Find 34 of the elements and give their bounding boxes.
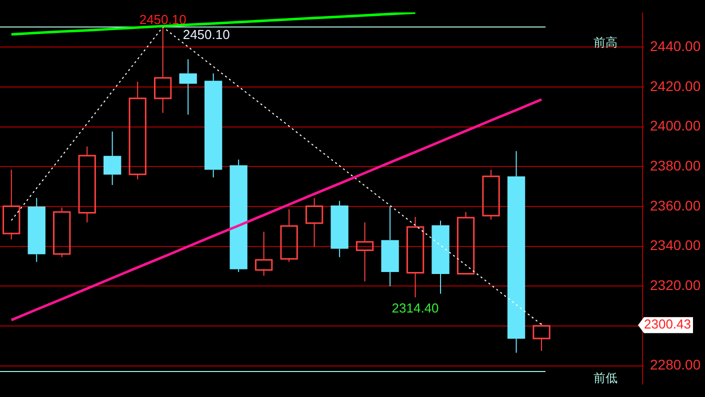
ref-line-label: 前低 <box>594 370 618 385</box>
y-tick-label: 2320.00 <box>650 277 701 294</box>
candlestick <box>254 231 273 276</box>
ref-line-label: 前高 <box>594 35 618 50</box>
candlestick <box>406 216 424 298</box>
candlestick <box>280 208 298 262</box>
y-tick-label: 2400.00 <box>650 118 701 134</box>
annotation: 2450.10 <box>182 27 230 42</box>
annotation: 2314.40 <box>392 300 439 316</box>
candlestick <box>305 198 324 248</box>
y-tick-label: 2420.00 <box>650 78 701 94</box>
candlestick <box>482 169 500 220</box>
candlestick <box>381 206 399 287</box>
candlestick <box>356 222 374 282</box>
candlestick <box>28 197 46 262</box>
candlestick <box>230 159 248 273</box>
candlestick <box>204 72 222 178</box>
text: 2300.43 <box>644 316 691 332</box>
candlestick <box>532 322 550 352</box>
candlestick <box>179 58 197 116</box>
candlestick <box>128 81 146 180</box>
y-tick-label: 2340.00 <box>650 237 701 254</box>
candlestick <box>330 200 348 258</box>
y-tick-label: 2440.00 <box>650 38 701 54</box>
candlestick <box>2 169 20 240</box>
candlestick <box>507 150 526 354</box>
annotation: 2450.10 <box>139 12 186 28</box>
candlestick <box>154 26 172 114</box>
candlestick <box>104 131 122 186</box>
y-tick-label: 2360.00 <box>650 197 701 214</box>
y-tick-label: 2280.00 <box>650 356 701 373</box>
candlestick <box>432 220 450 294</box>
candlestick <box>78 146 96 223</box>
y-tick-label: 2380.00 <box>650 157 701 174</box>
